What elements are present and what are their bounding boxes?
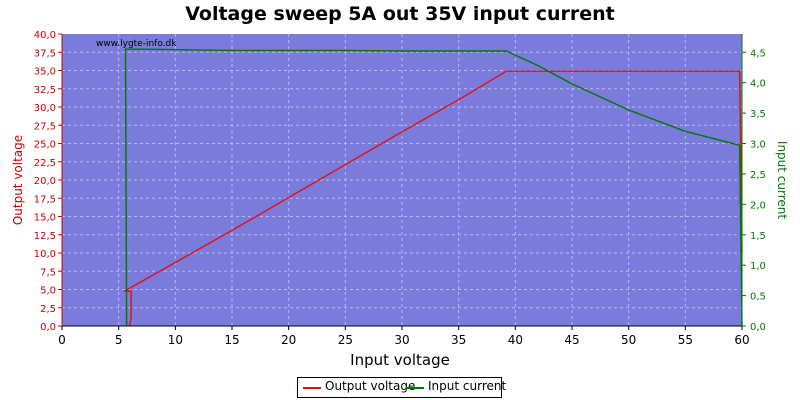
x-tick-label: 40 — [508, 333, 523, 347]
y-left-tick-label: 17,5 — [34, 194, 56, 205]
y-left-tick-label: 37,5 — [34, 48, 56, 59]
y-right-tick-label: 0,5 — [750, 292, 766, 303]
y-left-tick-label: 40,0 — [34, 30, 56, 41]
y-right-tick-label: 1,0 — [750, 261, 766, 272]
y-left-tick-label: 32,5 — [34, 85, 56, 96]
x-tick-label: 15 — [224, 333, 239, 347]
y-axis-label-left: Output voltage — [11, 135, 25, 225]
y-left-tick-label: 35,0 — [34, 67, 56, 78]
series-line-output-voltage — [123, 70, 743, 326]
legend-swatch-input-current — [406, 387, 424, 389]
y-right-tick-label: 4,5 — [750, 48, 766, 59]
legend-label-input-current: Input current — [428, 379, 507, 393]
y-right-tick-label: 2,5 — [750, 170, 766, 181]
y-left-tick-label: 22,5 — [34, 158, 56, 169]
legend: Output voltage Input current — [297, 377, 506, 398]
watermark: www.lygte-info.dk — [96, 39, 177, 49]
y-left-tick-label: 15,0 — [34, 213, 56, 224]
x-tick-label: 50 — [621, 333, 636, 347]
axes: 0 5 10 15 20 25 30 35 40 45 50 55 600,02,55,07,510,0… — [34, 30, 766, 347]
x-tick-label: 20 — [281, 333, 296, 347]
y-left-tick-label: 30,0 — [34, 103, 56, 114]
y-left-tick-label: 2,5 — [40, 304, 56, 315]
x-tick-label: 55 — [678, 333, 693, 347]
series-layer — [123, 48, 743, 327]
x-tick-label: 5 — [115, 333, 123, 347]
legend-label-output-voltage: Output voltage — [325, 379, 416, 393]
x-tick-label: 35 — [451, 333, 466, 347]
y-left-tick-label: 25,0 — [34, 140, 56, 151]
y-left-tick-label: 20,0 — [34, 176, 56, 187]
y-right-tick-label: 3,0 — [750, 140, 766, 151]
x-tick-label: 30 — [394, 333, 409, 347]
series-line-input-current — [124, 48, 743, 327]
x-tick-label: 60 — [734, 333, 749, 347]
y-right-tick-label: 2,0 — [750, 200, 766, 211]
x-tick-label: 0 — [58, 333, 66, 347]
y-left-tick-label: 0,0 — [40, 322, 56, 333]
legend-swatch-output-voltage — [303, 387, 321, 389]
y-left-tick-label: 27,5 — [34, 121, 56, 132]
y-left-tick-label: 7,5 — [40, 267, 56, 278]
y-left-tick-label: 10,0 — [34, 249, 56, 260]
y-right-tick-label: 0,0 — [750, 322, 766, 333]
x-tick-label: 10 — [168, 333, 183, 347]
y-left-tick-label: 12,5 — [34, 231, 56, 242]
y-right-tick-label: 3,5 — [750, 109, 766, 120]
chart-title: Voltage sweep 5A out 35V input current — [185, 3, 615, 25]
y-left-tick-label: 5,0 — [40, 286, 56, 297]
y-axis-label-right: Input current — [775, 141, 789, 219]
x-tick-label: 25 — [338, 333, 353, 347]
y-right-tick-label: 4,0 — [750, 79, 766, 90]
x-tick-label: 45 — [564, 333, 579, 347]
x-axis-label: Input voltage — [350, 351, 450, 369]
y-right-tick-label: 1,5 — [750, 231, 766, 242]
